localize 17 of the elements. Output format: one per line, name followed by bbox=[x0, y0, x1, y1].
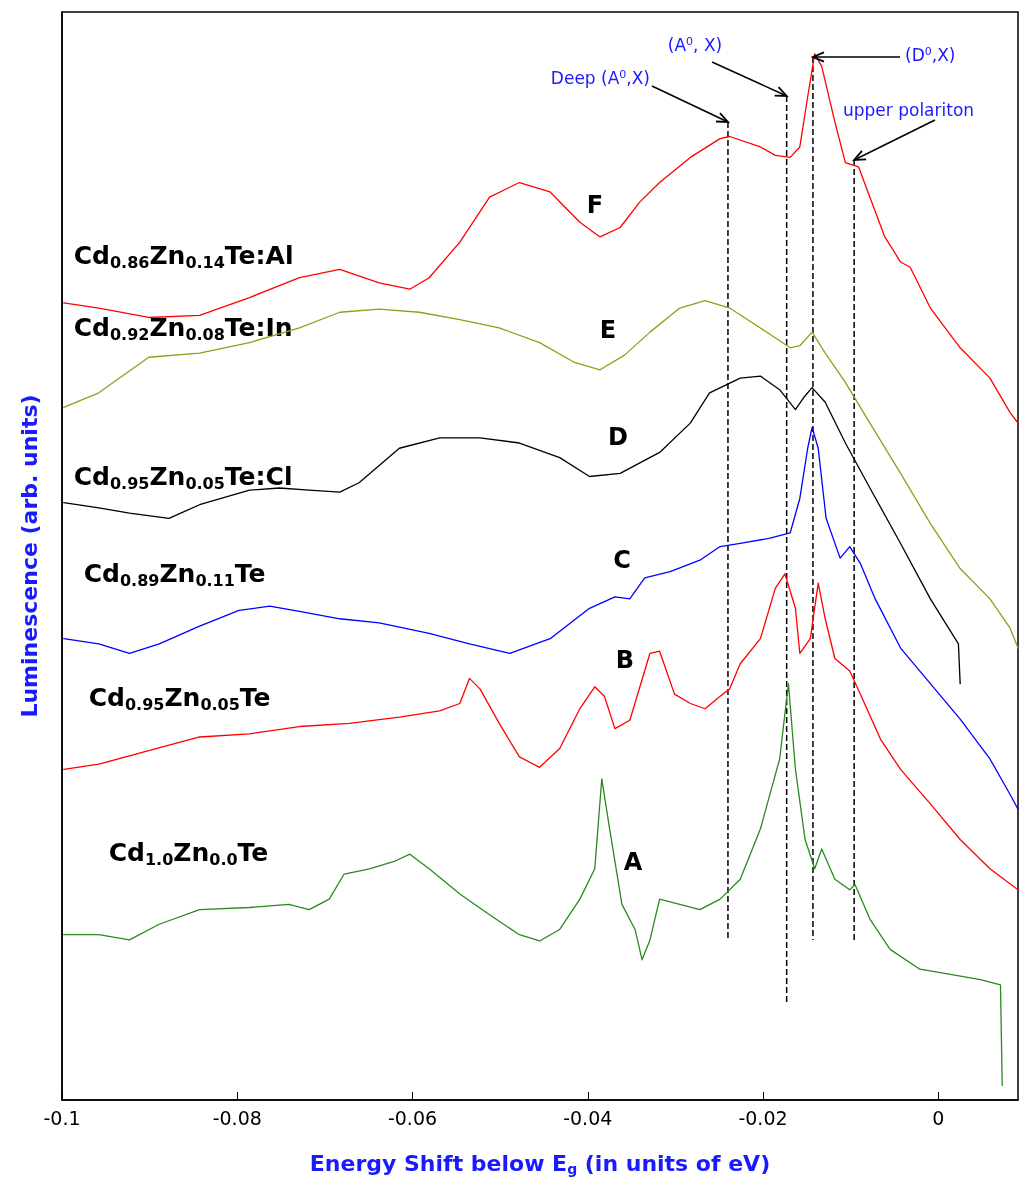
x-tick-label: 0 bbox=[932, 1106, 945, 1129]
annotation: F bbox=[586, 191, 604, 219]
annotation: A bbox=[623, 848, 643, 876]
annotation: C bbox=[613, 546, 631, 574]
annotation: D bbox=[608, 423, 628, 451]
x-tick-label: -0.02 bbox=[738, 1106, 788, 1129]
ref-line-label: (A$^{0}$, X) bbox=[667, 34, 723, 55]
x-tick-label: -0.06 bbox=[387, 1106, 438, 1129]
ref-line-label: (D$^{0}$,X) bbox=[905, 44, 956, 65]
ref-line-label: upper polariton bbox=[843, 100, 975, 120]
annotation: E bbox=[599, 316, 617, 344]
annotation: B bbox=[615, 646, 635, 674]
x-tick-label: -0.08 bbox=[212, 1106, 262, 1129]
ref-line-label: Deep (A$^{0}$,X) bbox=[550, 67, 650, 88]
y-axis-title: Luminescence (arb. units) bbox=[16, 394, 42, 718]
x-tick-label: -0.1 bbox=[43, 1106, 81, 1129]
x-tick-label: -0.04 bbox=[563, 1106, 613, 1129]
